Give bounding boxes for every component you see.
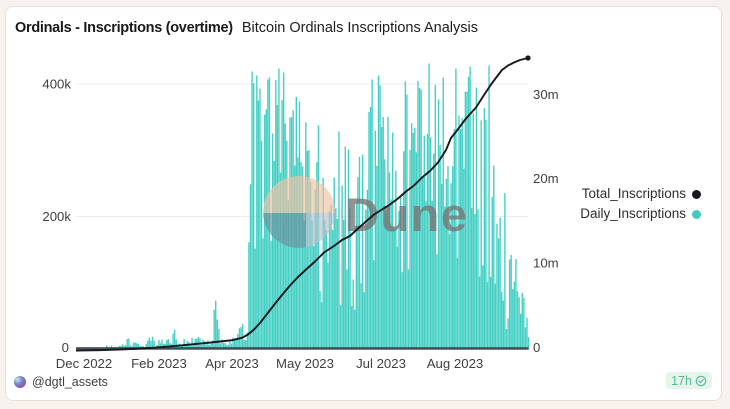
svg-text:Dec 2022: Dec 2022 [56, 356, 112, 371]
svg-text:0: 0 [62, 340, 69, 355]
svg-text:0: 0 [533, 340, 540, 355]
svg-text:400k: 400k [42, 77, 71, 92]
svg-text:May 2023: May 2023 [276, 356, 334, 371]
svg-text:Apr 2023: Apr 2023 [205, 356, 259, 371]
svg-text:30m: 30m [533, 87, 559, 102]
svg-text:Feb 2023: Feb 2023 [131, 356, 187, 371]
svg-text:20m: 20m [533, 171, 559, 186]
svg-text:Jul 2023: Jul 2023 [356, 356, 406, 371]
svg-text:200k: 200k [42, 209, 71, 224]
svg-text:10m: 10m [533, 256, 559, 271]
svg-text:Dune: Dune [345, 188, 469, 241]
svg-text:Aug 2023: Aug 2023 [427, 356, 483, 371]
